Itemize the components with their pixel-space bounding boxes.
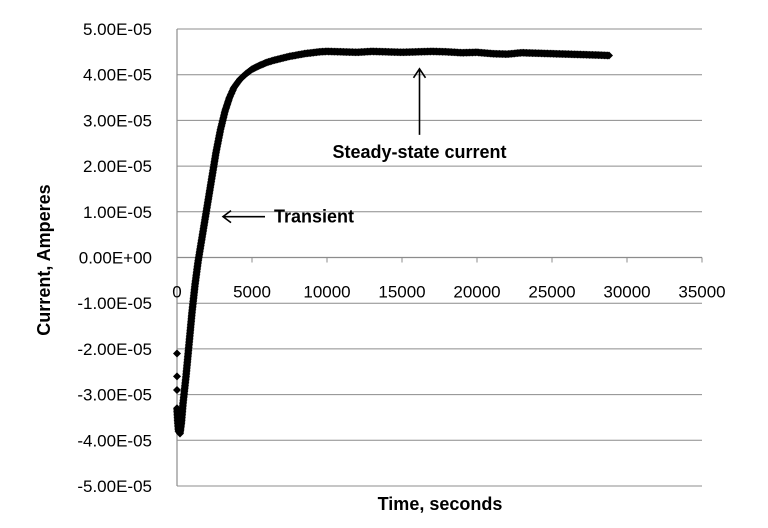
annotation-steady-state-arrowhead	[412, 67, 427, 79]
x-tick-label: 5000	[233, 283, 271, 302]
y-axis-title: Current, Amperes	[34, 184, 54, 335]
annotation-transient-arrowhead	[221, 210, 232, 224]
x-tick-label: 20000	[453, 283, 500, 302]
annotations: Transient Steady-state current	[221, 67, 507, 227]
x-tick-labels: 0 5000 10000 15000 20000 25000 30000 35000	[172, 283, 725, 302]
x-tick-label: 15000	[378, 283, 425, 302]
x-tick-label: 35000	[678, 283, 725, 302]
y-tick-label: 0.00E+00	[79, 249, 152, 268]
y-tick-label: -3.00E-05	[77, 386, 152, 405]
y-tick-label: 3.00E-05	[83, 111, 152, 130]
y-tick-label: 4.00E-05	[83, 66, 152, 85]
data-point	[605, 51, 613, 60]
data-point	[173, 386, 181, 395]
x-tick-label: 30000	[603, 283, 650, 302]
data-point	[173, 349, 181, 358]
x-tick-label: 10000	[303, 283, 350, 302]
y-tick-label: 1.00E-05	[83, 203, 152, 222]
y-tick-label: -2.00E-05	[77, 340, 152, 359]
data-point	[173, 372, 181, 381]
y-tick-label: -4.00E-05	[77, 431, 152, 450]
x-tick-label: 25000	[528, 283, 575, 302]
y-tick-label: -5.00E-05	[77, 477, 152, 496]
y-tick-label: -1.00E-05	[77, 294, 152, 313]
axes	[176, 29, 703, 486]
y-tick-labels: 5.00E-05 4.00E-05 3.00E-05 2.00E-05 1.00E-05…	[77, 20, 152, 496]
annotation-transient: Transient	[274, 207, 354, 227]
x-tick-label: 0	[172, 283, 181, 302]
y-tick-label: 2.00E-05	[83, 157, 152, 176]
annotation-steady-state: Steady-state current	[332, 142, 506, 162]
x-axis-title: Time, seconds	[378, 494, 503, 514]
data-points	[173, 47, 613, 438]
y-tick-label: 5.00E-05	[83, 20, 152, 39]
